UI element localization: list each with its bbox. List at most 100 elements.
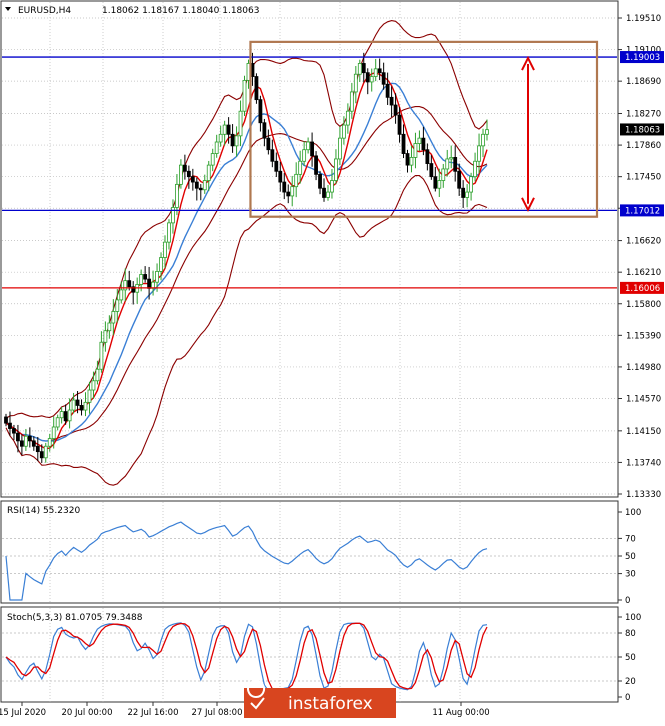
candle-body [334, 158, 338, 181]
price-tick-label: 1.13740 [626, 458, 661, 468]
candle-body [103, 330, 108, 343]
candle-body [425, 149, 430, 164]
candle-body [91, 380, 96, 391]
candle-body [75, 399, 80, 406]
candle-body [345, 110, 350, 126]
bollinger-upper-band [5, 20, 488, 419]
candle-body [477, 145, 481, 162]
price-tick-label: 1.19510 [626, 14, 661, 24]
candle-body [278, 170, 283, 183]
candle-body [421, 137, 426, 151]
candle-body [159, 257, 163, 272]
stoch-main-line [5, 622, 488, 692]
candle-body [326, 191, 330, 198]
stoch-tick-label: 20 [625, 677, 636, 687]
stoch-tick-label: 80 [625, 629, 636, 639]
candle-body [55, 417, 60, 428]
candle-body [67, 409, 72, 422]
candle-body [389, 96, 394, 106]
arrow-down-icon [521, 197, 535, 213]
bollinger-middle-band [5, 106, 488, 442]
candle-body [449, 157, 454, 160]
candle-body [485, 129, 489, 135]
candle-body [83, 401, 88, 411]
candle-body [429, 163, 434, 178]
stoch-tick-label: 0 [625, 693, 630, 703]
candle-body [107, 322, 112, 332]
candle-body [87, 389, 92, 403]
candle-body [198, 187, 203, 191]
stoch-tick-label: 50 [625, 653, 636, 663]
candle-body [43, 445, 48, 459]
time-tick-label: 20 Jul 00:00 [62, 708, 113, 718]
candle-body [163, 241, 167, 258]
candle-body [63, 411, 68, 422]
candle-body [167, 222, 171, 243]
candle-body [51, 426, 56, 439]
candle-body [473, 160, 477, 178]
candle-body [47, 438, 52, 447]
rsi-title: RSI(14) 55.2320 [7, 506, 80, 516]
price-tick-label: 1.18270 [626, 110, 661, 120]
stoch-signal-line [5, 622, 488, 692]
candle-body [377, 68, 382, 74]
candle-body [453, 157, 458, 172]
candle-body [465, 191, 470, 198]
price-marker-box [620, 123, 664, 136]
candle-body [210, 153, 215, 166]
watermark-logo-icon [247, 680, 265, 710]
candle-body [254, 76, 259, 101]
price-tick-label: 1.14570 [626, 394, 661, 404]
rsi-tick-label: 0 [625, 596, 630, 606]
price-tick-label: 1.19100 [626, 46, 661, 56]
candle-body [258, 99, 263, 124]
consolidation-range-box [249, 40, 599, 218]
candle-body [242, 79, 247, 112]
price-marker-label: 1.19003 [625, 53, 660, 63]
price-tick-label: 1.18690 [626, 77, 661, 87]
rsi-tick-label: 100 [625, 508, 641, 518]
candle-body [131, 286, 136, 293]
candle-body [175, 183, 179, 208]
candle-body [115, 299, 120, 312]
price-tick-label: 1.17450 [626, 173, 661, 183]
candle-body [393, 104, 398, 116]
candle-body [357, 63, 362, 75]
watermark-text: instaforex [288, 694, 373, 714]
candle-body [381, 72, 386, 85]
candle-body [230, 133, 235, 147]
time-tick-label: 11 Aug 00:00 [432, 708, 489, 718]
candle-body [234, 135, 239, 147]
candle-body [79, 405, 84, 411]
candle-body [39, 451, 44, 459]
candle-body [190, 176, 195, 183]
candle-body [417, 137, 422, 144]
time-tick-label: 15 Jul 2020 [0, 708, 46, 718]
price-marker-label: 1.16006 [625, 284, 660, 294]
candle-body [238, 110, 243, 137]
candle-body [298, 160, 303, 175]
candle-body [155, 271, 159, 283]
candle-body [171, 207, 175, 224]
candle-body [59, 411, 64, 419]
candle-body [290, 186, 295, 197]
candle-body [262, 122, 267, 139]
price-tick-label: 1.13330 [626, 490, 661, 500]
price-tick-label: 1.14980 [626, 363, 661, 373]
candle-body [349, 91, 354, 112]
candle-body [437, 180, 442, 189]
candle-body [222, 124, 227, 135]
candle-body [186, 170, 191, 178]
candle-body [95, 368, 100, 382]
rsi-pane-frame [0, 500, 619, 604]
ma-slow-line [5, 82, 488, 442]
chart-ohlc: 1.18062 1.18167 1.18040 1.18063 [102, 6, 259, 16]
collapse-triangle-icon[interactable] [5, 7, 11, 11]
price-tick-label: 1.16210 [626, 268, 661, 278]
candle-body [206, 164, 211, 181]
candle-body [218, 133, 223, 143]
candle-body [27, 435, 32, 442]
candle-body [16, 432, 20, 442]
